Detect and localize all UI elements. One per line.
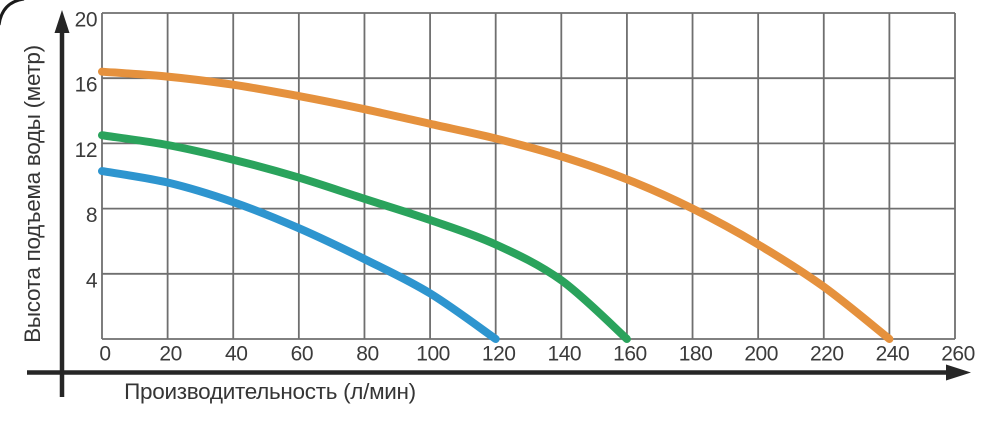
svg-text:12: 12 xyxy=(75,139,97,162)
y-tick-labels: 20 16 12 8 4 xyxy=(75,9,99,293)
svg-text:16: 16 xyxy=(75,74,97,97)
svg-text:160: 160 xyxy=(613,343,647,366)
orange-curve xyxy=(98,67,894,343)
axis-arrows xyxy=(27,10,971,397)
image-corner-artifact xyxy=(0,0,25,26)
blue-curve xyxy=(98,167,500,343)
green-curve xyxy=(98,131,631,343)
x-axis-title: Производительность (л/мин) xyxy=(124,379,416,404)
y-axis-title: Высота подъема воды (метр) xyxy=(20,45,45,343)
svg-text:20: 20 xyxy=(159,343,181,366)
x-tick-labels: 0 20 40 60 80 100 120 140 160 180 200 220 240 260 xyxy=(99,343,975,366)
svg-text:100: 100 xyxy=(416,343,450,366)
svg-text:120: 120 xyxy=(482,343,516,366)
svg-text:140: 140 xyxy=(548,343,582,366)
svg-text:180: 180 xyxy=(679,343,713,366)
svg-text:200: 200 xyxy=(744,343,778,366)
svg-text:0: 0 xyxy=(99,343,110,366)
svg-text:260: 260 xyxy=(941,343,975,366)
svg-text:240: 240 xyxy=(876,343,910,366)
svg-text:80: 80 xyxy=(356,343,378,366)
svg-text:60: 60 xyxy=(291,343,313,366)
svg-text:40: 40 xyxy=(225,343,247,366)
svg-text:220: 220 xyxy=(810,343,844,366)
svg-text:4: 4 xyxy=(86,269,98,292)
svg-text:8: 8 xyxy=(86,204,97,227)
svg-text:20: 20 xyxy=(75,9,97,32)
